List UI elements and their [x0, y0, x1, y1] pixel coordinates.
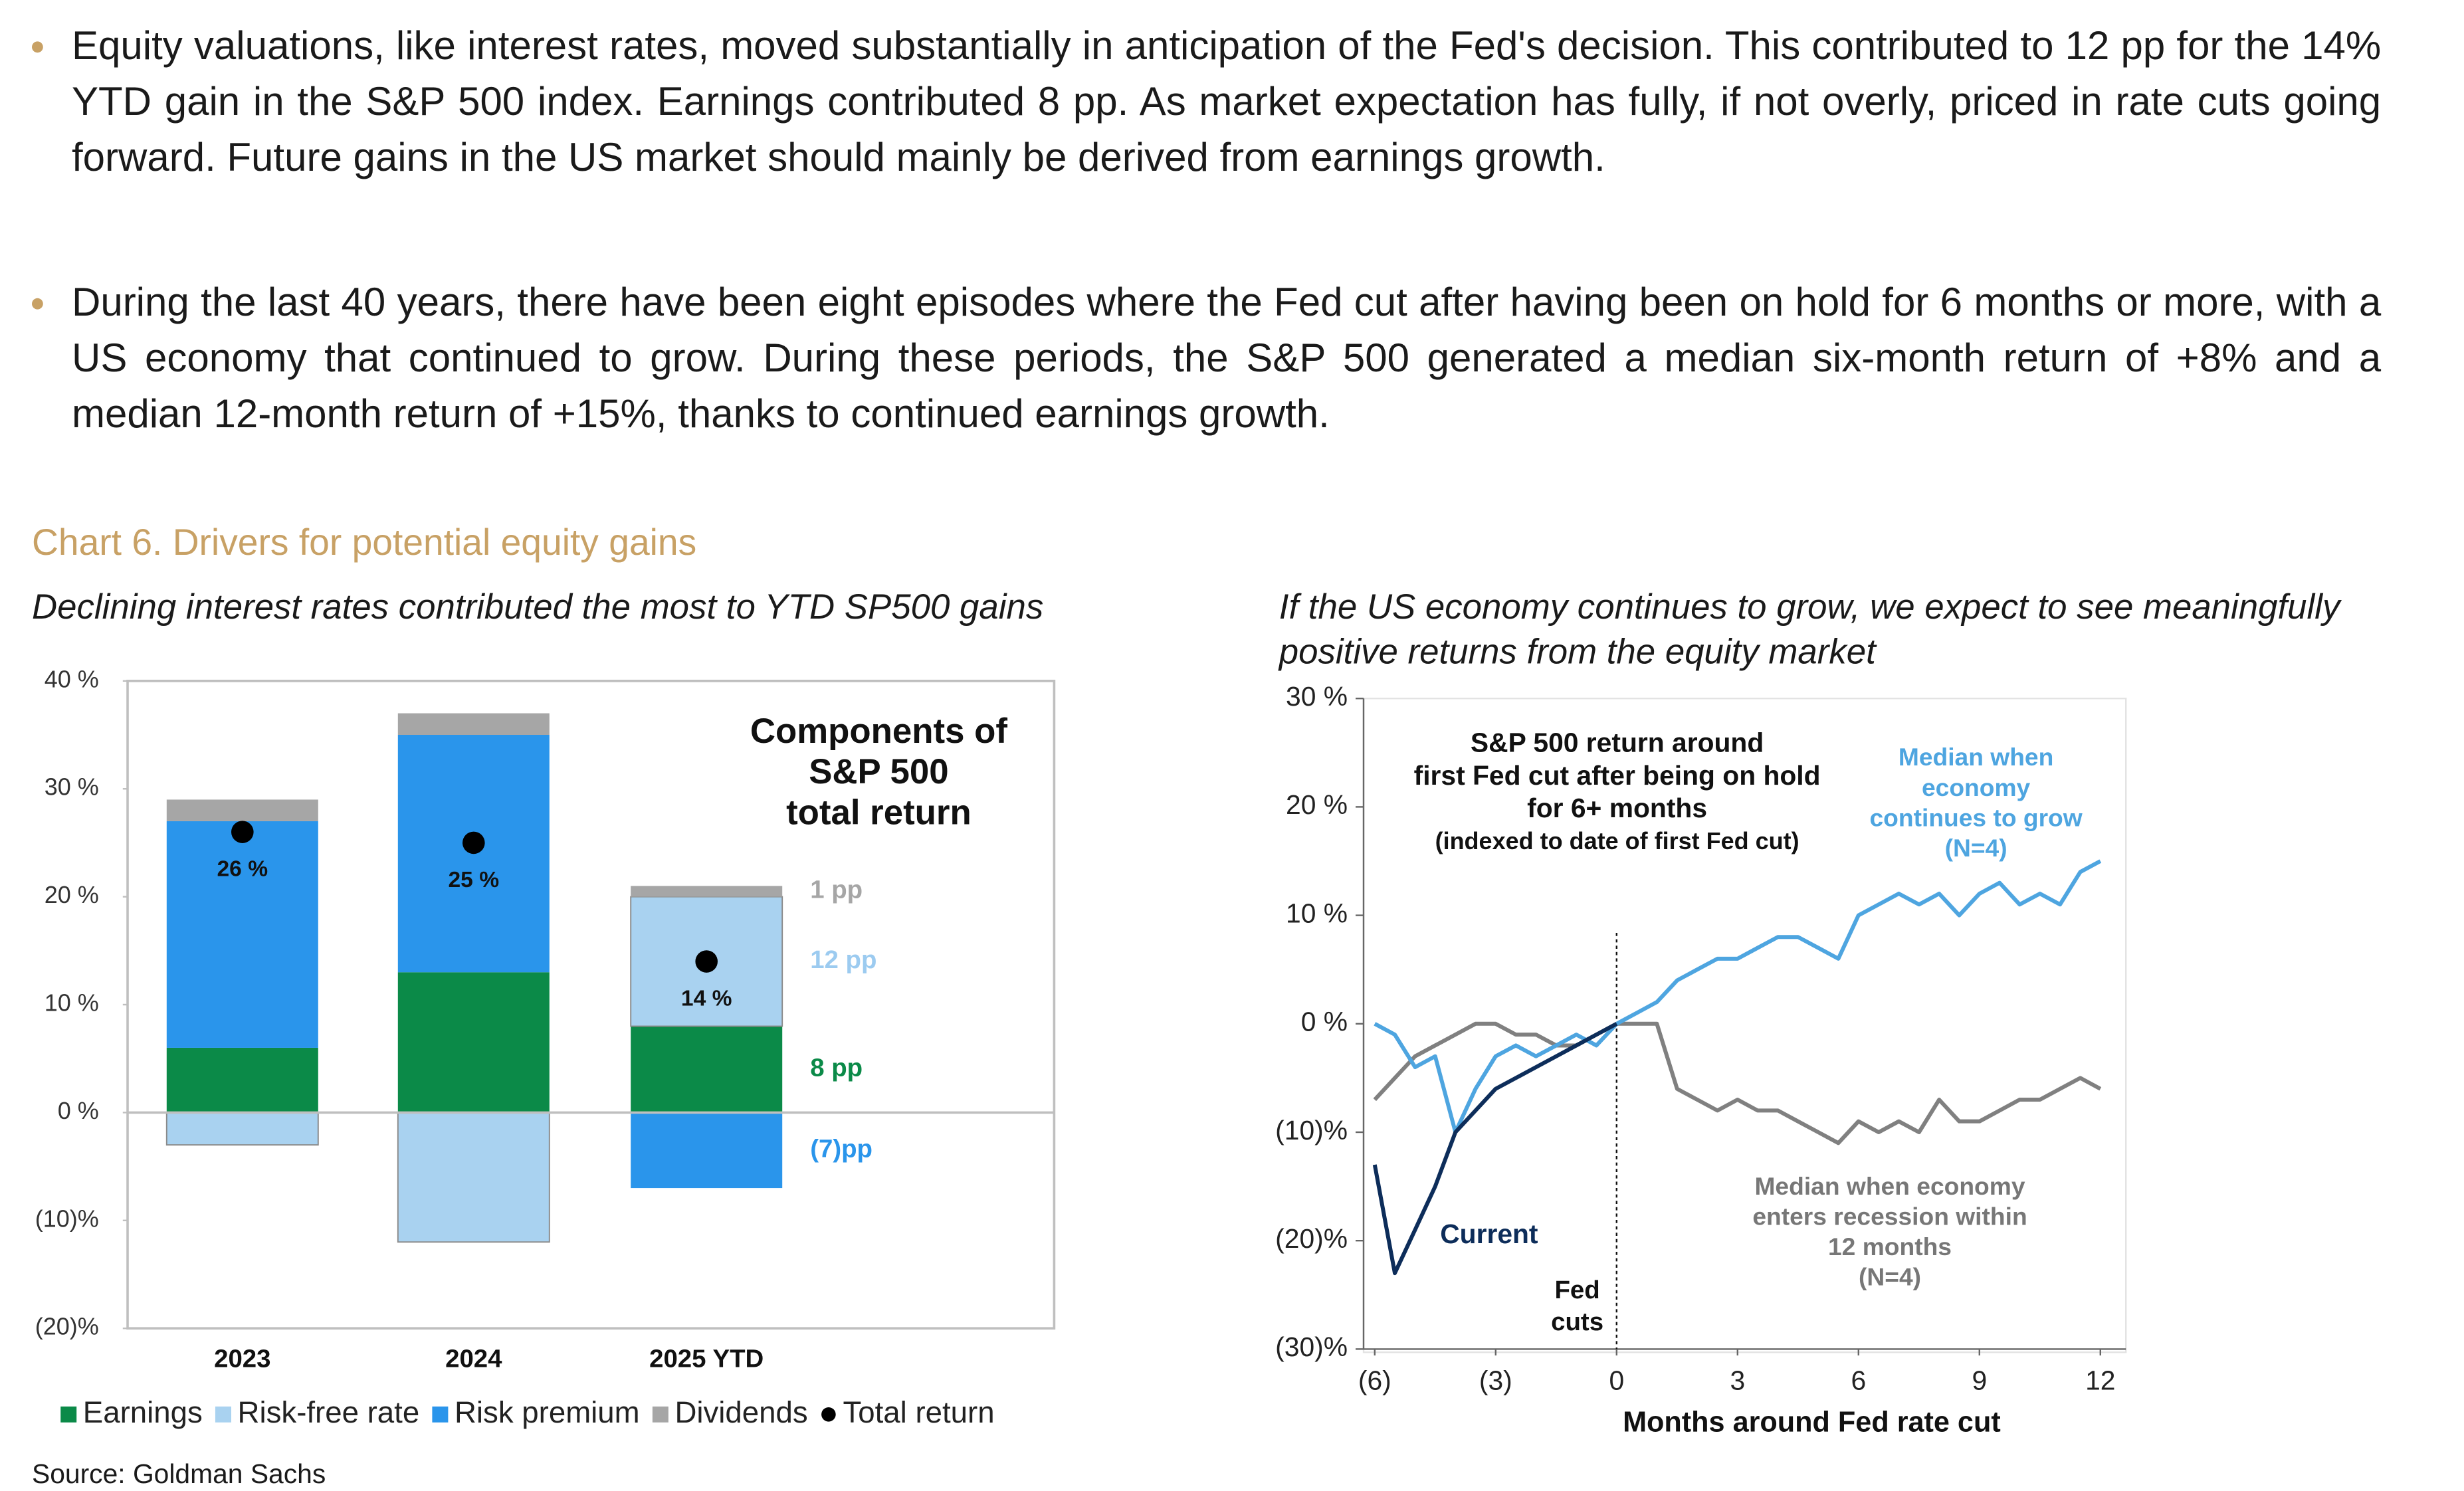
chart-annotation: Components of — [750, 712, 1008, 751]
x-tick-label: 2024 — [445, 1344, 502, 1373]
y-tick-label: (20)% — [35, 1313, 99, 1340]
y-tick-label: 20 % — [45, 881, 99, 908]
legend-label: Risk premium — [455, 1395, 640, 1429]
y-tick-label: 30 % — [1286, 681, 1348, 712]
legend-marker — [652, 1406, 668, 1423]
bar-segment — [166, 799, 318, 821]
series-label: continues to grow — [1869, 803, 2082, 831]
total-return-dot — [695, 950, 718, 973]
chart-annotation: S&P 500 — [809, 752, 948, 791]
bar-segment — [631, 1112, 783, 1189]
y-tick-label: 30 % — [45, 773, 99, 801]
series-label: (N=4) — [1945, 834, 2007, 862]
event-label: cuts — [1551, 1308, 1603, 1336]
series-label: (N=4) — [1859, 1263, 1921, 1291]
data-label: 25 % — [449, 868, 500, 892]
data-label: (7)pp — [810, 1134, 873, 1163]
chart-annotation: first Fed cut after being on hold — [1414, 760, 1821, 791]
chart-annotation: (indexed to date of first Fed cut) — [1435, 827, 1799, 854]
bar-segment — [397, 1112, 550, 1243]
x-tick-label: (3) — [1479, 1365, 1512, 1396]
series-line — [1373, 1021, 2102, 1145]
y-tick-label: 10 % — [1286, 898, 1348, 928]
x-tick-label: 12 — [2085, 1365, 2115, 1396]
bullet-text: During the last 40 years, there have bee… — [32, 276, 2381, 443]
legend-label: Risk-free rate — [238, 1395, 420, 1429]
series-line — [1374, 859, 2102, 1135]
x-tick-label: 9 — [1972, 1365, 1987, 1396]
data-label: 12 pp — [810, 945, 876, 974]
data-label: 8 pp — [810, 1054, 863, 1082]
x-tick-label: 0 — [1609, 1365, 1624, 1396]
bar-segment — [397, 713, 550, 735]
data-label: 1 pp — [810, 876, 863, 904]
event-label: Fed — [1554, 1276, 1599, 1304]
series-label: economy — [1922, 773, 2031, 801]
y-tick-label: (30)% — [1275, 1332, 1348, 1362]
y-tick-label: 10 % — [45, 989, 99, 1017]
bullet-text: Equity valuations, like interest rates, … — [32, 19, 2381, 187]
total-return-dot — [231, 821, 254, 843]
x-tick-label: 3 — [1730, 1365, 1745, 1396]
legend-marker — [821, 1407, 836, 1422]
chart-annotation: total return — [786, 793, 972, 832]
source-note: Source: Goldman Sachs — [32, 1459, 326, 1490]
x-tick-label: 2023 — [214, 1344, 270, 1373]
series-label: enters recession within — [1752, 1202, 2027, 1230]
bar-segment — [397, 972, 550, 1113]
series-label: Median when — [1899, 743, 2053, 771]
series-line — [1372, 1022, 1618, 1276]
x-tick-label: 6 — [1851, 1365, 1866, 1396]
y-tick-label: 20 % — [1286, 789, 1348, 820]
legend-marker — [60, 1406, 77, 1423]
y-tick-label: 0 % — [58, 1097, 99, 1124]
legend-label: Earnings — [83, 1395, 203, 1429]
chart-annotation: S&P 500 return around — [1471, 728, 1764, 758]
series-label: Current — [1440, 1219, 1538, 1249]
chart-subtitle: Declining interest rates contributed the… — [32, 587, 1044, 627]
legend-marker — [215, 1406, 231, 1423]
bar-segment — [631, 1026, 783, 1113]
series-label: Median when economy — [1754, 1172, 2025, 1200]
data-label: 26 % — [217, 857, 268, 882]
chart-annotation: for 6+ months — [1527, 793, 1707, 823]
x-axis-title: Months around Fed rate cut — [1623, 1407, 2001, 1439]
x-tick-label: 2025 YTD — [649, 1344, 764, 1373]
legend-label: Total return — [843, 1395, 994, 1429]
total-return-dot — [462, 831, 485, 854]
series-label: 12 months — [1828, 1233, 1952, 1260]
chart-heading: Chart 6. Drivers for potential equity ga… — [32, 521, 697, 563]
bar-segment — [631, 886, 783, 897]
data-label: 14 % — [681, 987, 732, 1011]
y-tick-label: 0 % — [1301, 1007, 1348, 1037]
bar-segment — [166, 821, 318, 1048]
legend-label: Dividends — [674, 1395, 807, 1429]
y-tick-label: (20)% — [1275, 1223, 1348, 1254]
x-tick-label: (6) — [1358, 1365, 1391, 1396]
bar-segment — [166, 1047, 318, 1113]
y-tick-label: 40 % — [45, 665, 99, 692]
y-tick-label: (10)% — [1275, 1115, 1348, 1145]
bar-segment — [165, 1112, 319, 1146]
chart-subtitle: If the US economy continues to grow, we … — [1279, 587, 2340, 672]
legend-marker — [432, 1406, 449, 1423]
y-tick-label: (10)% — [35, 1205, 99, 1232]
